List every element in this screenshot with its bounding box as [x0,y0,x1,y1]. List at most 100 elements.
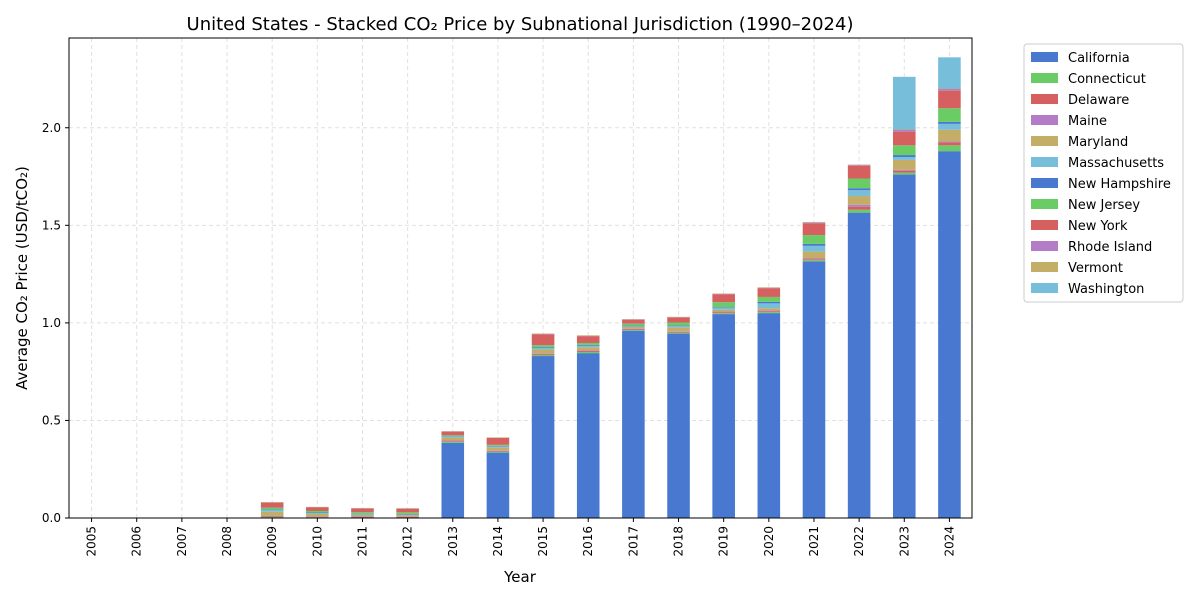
bar-segment [667,332,690,334]
chart-title: United States - Stacked CO₂ Price by Sub… [187,14,854,35]
bar-segment [938,145,961,152]
bar-segment [938,142,961,146]
bar-segment [351,516,374,518]
bar-segment [802,260,826,262]
bar-segment [622,330,645,518]
y-tick-label: 0.0 [42,511,61,525]
bar-segment [667,333,690,518]
legend: California Connecticut Delaware Maine Maryla… [1023,43,1184,303]
plot-frame [68,37,973,519]
legend-label: Washington [1068,282,1144,297]
bar-segment [757,312,781,314]
bar-segment [757,313,781,518]
bar-segment [892,76,916,130]
x-tick-label: 2015 [536,526,550,557]
bar-segment [847,165,871,179]
bar-segment [441,431,465,436]
bar-segment [351,508,374,513]
bar-segment [306,513,329,517]
bar-segment [757,310,781,312]
bar-segment [531,349,555,354]
bar-segment [847,188,871,191]
x-tick-label: 2017 [626,526,640,557]
bar-segment [847,209,871,213]
bar-segment [622,328,645,330]
x-tick-label: 2016 [581,526,595,557]
x-tick-label: 2009 [265,526,279,557]
bar-segment [576,353,600,518]
x-tick-label: 2023 [897,526,911,557]
bar-segment [576,347,600,351]
bar-segment [441,442,465,518]
bar-segment [892,129,916,132]
y-tick-label: 2.0 [42,121,61,135]
bar-segment [486,452,510,518]
bar-segment [351,514,374,517]
bar-segment [441,436,465,438]
bar-segment [441,431,465,432]
bar-segment [260,515,284,517]
bar-segment [712,311,735,313]
bar-segment [576,344,600,346]
bar-segment [712,313,735,315]
bar-segment [260,510,284,512]
bar-segment [712,302,735,308]
bar-segment [486,444,510,446]
bar-segment [802,251,826,259]
bar-segment [757,287,781,288]
bar-segment [667,331,690,333]
bar-segment [531,345,555,348]
bar-segment [486,445,510,447]
bar-segment [847,190,871,197]
bar-segment [396,512,419,514]
x-tick-label: 2006 [130,526,144,557]
bar-segment [622,319,645,324]
bar-segment [260,507,284,510]
legend-swatch [1031,94,1058,104]
bars [260,57,961,519]
bar-segment [576,345,600,348]
legend-label: New Hampshire [1068,177,1171,192]
bar-segment [531,356,555,518]
bar-segment [351,508,374,509]
bar-segment [667,316,690,318]
bar-segment [938,151,961,519]
y-tick-label: 1.0 [42,316,61,330]
bar-segment [622,326,645,327]
bar-segment [712,307,735,308]
bar-segment [938,90,961,109]
bar-segment [712,293,735,295]
bar-segment [892,169,916,171]
x-tick-label: 2020 [762,526,776,557]
bar-segment [531,353,555,354]
bar-segment [802,261,826,518]
bar-segment [892,157,916,160]
legend-label: Delaware [1068,93,1129,108]
bar-segment [576,350,600,352]
legend-label: Maine [1068,114,1107,129]
bar-segment [351,512,374,514]
x-tick-label: 2021 [807,526,821,557]
x-tick-label: 2008 [220,526,234,557]
x-tick-label: 2014 [491,526,505,557]
legend-swatch [1031,262,1058,272]
legend-swatch [1031,283,1058,293]
legend-label: Connecticut [1068,72,1146,87]
bar-segment [260,509,284,511]
bar-segment [441,441,465,443]
bar-segment [486,446,510,448]
legend-label: Maryland [1068,135,1128,150]
bar-segment [938,121,961,124]
bar-segment [757,301,781,304]
bar-segment [757,311,781,313]
x-axis-ticks: 2005 2006 2007 2008 2009 2010 2011 2012 2013 2014… [85,518,956,557]
x-tick-label: 2005 [85,526,99,557]
bar-segment [531,354,555,357]
bar-segment [847,204,871,207]
bar-segment [757,308,781,311]
bar-segment [531,334,555,346]
x-tick-label: 2012 [401,526,415,557]
bar-segment [486,450,510,451]
bar-segment [531,353,555,355]
